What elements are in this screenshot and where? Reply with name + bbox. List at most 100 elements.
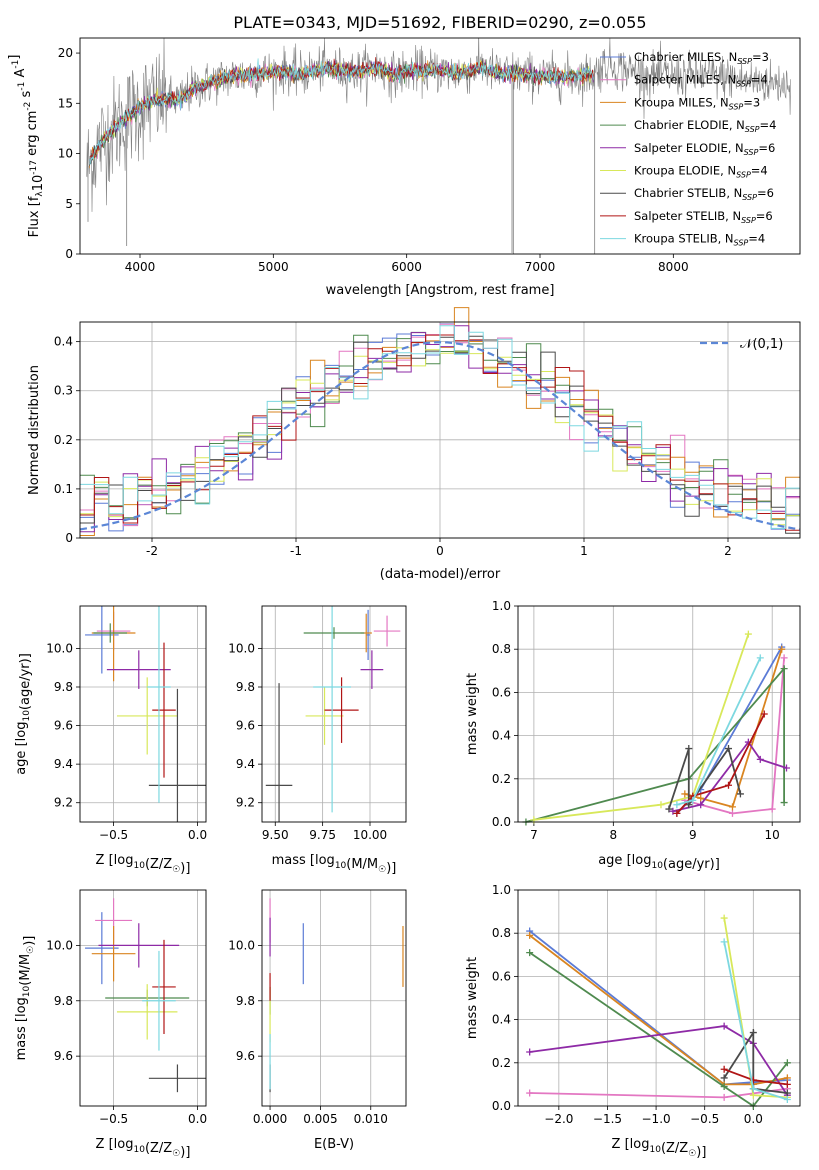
axes-mass-vs-Z: −0.5 0.0 9.6 9.8 10.0	[46, 890, 207, 1126]
x-tick-label: 7	[530, 828, 538, 842]
weight-marker	[760, 710, 768, 718]
weight-marker	[720, 1083, 728, 1091]
residuals-frame	[79, 321, 801, 539]
y-tick-label: 9.6	[236, 719, 255, 733]
x-tick-label: 7000	[525, 260, 556, 274]
weight-marker	[673, 809, 681, 817]
y-tick-label: 0	[65, 531, 73, 545]
weight-marker	[526, 949, 534, 957]
weight-marker	[728, 809, 736, 817]
axes-mass-vs-EBV: 0.000 0.005 0.010 9.6 9.8 10.0	[228, 890, 406, 1126]
x-tick-label: 0.005	[303, 1112, 337, 1126]
y-tick-label: 0.2	[492, 1056, 511, 1070]
y-tick-label: 5	[65, 197, 73, 211]
x-tick-label: −1.5	[593, 1112, 622, 1126]
figure-title: PLATE=0343, MJD=51692, FIBERID=0290, z=0…	[233, 13, 646, 32]
weight-marker	[736, 790, 744, 798]
y-tick-label: 10.0	[46, 938, 73, 952]
weight-marker	[673, 801, 681, 809]
y-tick-label: 9.8	[236, 680, 255, 694]
weight-marker	[756, 654, 764, 662]
weight-line-salpeter-stelib	[676, 713, 766, 815]
weight-marker	[749, 1091, 757, 1099]
weight-marker	[697, 801, 705, 809]
weight-marker	[783, 1096, 791, 1104]
weight-marker	[780, 665, 788, 673]
x-tick-label: −0.5	[99, 1112, 128, 1126]
weight-line-kroupa-elodie	[533, 633, 750, 821]
x-tick-label: 8	[610, 828, 618, 842]
spectrum-frame	[79, 37, 801, 255]
normal-reference-curve	[79, 341, 801, 531]
x-tick-label: 9.50	[262, 828, 289, 842]
legend-entry: Salpeter MILES, NSSP=4	[634, 73, 768, 89]
x-tick-label: 0.010	[354, 1112, 388, 1126]
x-tick-label: 0.0	[188, 828, 207, 842]
weight-marker	[720, 1074, 728, 1082]
model-spectrum-kroupa-stelib	[88, 58, 594, 165]
weight-marker	[782, 764, 790, 772]
age-vs-Z-ylabel: age [log10(age/yr)]	[14, 653, 33, 775]
y-tick-label: 0.4	[492, 729, 511, 743]
weight-marker	[720, 1093, 728, 1101]
histogram-salpeter-miles	[80, 323, 800, 527]
weight-marker	[749, 1029, 757, 1037]
y-tick-label: 0.2	[54, 433, 73, 447]
weight-marker	[780, 799, 788, 807]
weight-line-chabrier-elodie	[525, 666, 785, 823]
weight-marker	[749, 1085, 757, 1093]
x-tick-label: 10	[765, 828, 780, 842]
y-tick-label: 0.4	[492, 1013, 511, 1027]
y-tick-label: 0.0	[492, 815, 511, 829]
legend-entry: Kroupa MILES, NSSP=3	[634, 95, 760, 111]
weight-marker	[685, 745, 693, 753]
y-tick-label: 10	[58, 147, 73, 161]
legend-entry: 𝒩(0,1)	[740, 337, 783, 352]
x-tick-label: 6000	[391, 260, 422, 274]
weight-marker	[768, 805, 776, 813]
weight-marker	[783, 1089, 791, 1097]
legend-entry: Salpeter STELIB, NSSP=6	[634, 209, 773, 225]
mass-vs-EBV-frame	[261, 889, 407, 1107]
age-vs-mass-frame	[261, 605, 407, 823]
x-tick-label: 0.0	[188, 1112, 207, 1126]
weight-vs-age-frame	[517, 605, 801, 823]
x-tick-label: 0	[436, 544, 444, 558]
histogram-kroupa-stelib	[80, 325, 800, 529]
weight-marker	[689, 796, 697, 804]
weight-line-salpeter-miles	[684, 657, 785, 815]
weight-marker	[669, 807, 677, 815]
weight-marker	[720, 914, 728, 922]
mass-vs-Z-xlabel: Z [log10(Z/Z☉)]	[96, 1137, 191, 1160]
axes-residuals: -2 -1 0 1 2 0 0.1 0.2 0.3 0.4	[54, 322, 800, 558]
y-tick-label: 9.6	[236, 1049, 255, 1063]
legend-entry: Kroupa ELODIE, NSSP=4	[634, 164, 768, 180]
y-tick-label: 15	[58, 96, 73, 110]
x-tick-label: 0.000	[253, 1112, 287, 1126]
y-tick-label: 10.0	[228, 938, 255, 952]
y-tick-label: 0.4	[54, 335, 73, 349]
x-tick-label: -2	[146, 544, 158, 558]
x-tick-label: −1.0	[642, 1112, 671, 1126]
y-tick-label: 9.8	[54, 994, 73, 1008]
weight-vs-age-ylabel: mass weight	[465, 673, 480, 755]
x-tick-label: −0.5	[99, 828, 128, 842]
y-tick-label: 9.6	[54, 1049, 73, 1063]
y-tick-label: 9.8	[54, 680, 73, 694]
weight-vs-Z-frame	[517, 889, 801, 1107]
x-tick-label: 8000	[658, 260, 689, 274]
weight-line-chabrier-elodie	[529, 951, 789, 1108]
y-tick-label: 9.4	[236, 757, 255, 771]
x-tick-label: 10.00	[353, 828, 387, 842]
y-tick-label: 0	[65, 247, 73, 261]
y-tick-label: 0.8	[492, 926, 511, 940]
x-tick-label: −2.0	[544, 1112, 573, 1126]
axes-age-vs-mass: 9.50 9.75 10.00 9.2 9.4 9.6 9.8 10.0	[228, 606, 406, 842]
weight-marker	[526, 1089, 534, 1097]
y-tick-label: 9.2	[54, 796, 73, 810]
x-tick-label: 5000	[258, 260, 289, 274]
weight-marker	[657, 801, 665, 809]
x-tick-label: 1	[580, 544, 588, 558]
